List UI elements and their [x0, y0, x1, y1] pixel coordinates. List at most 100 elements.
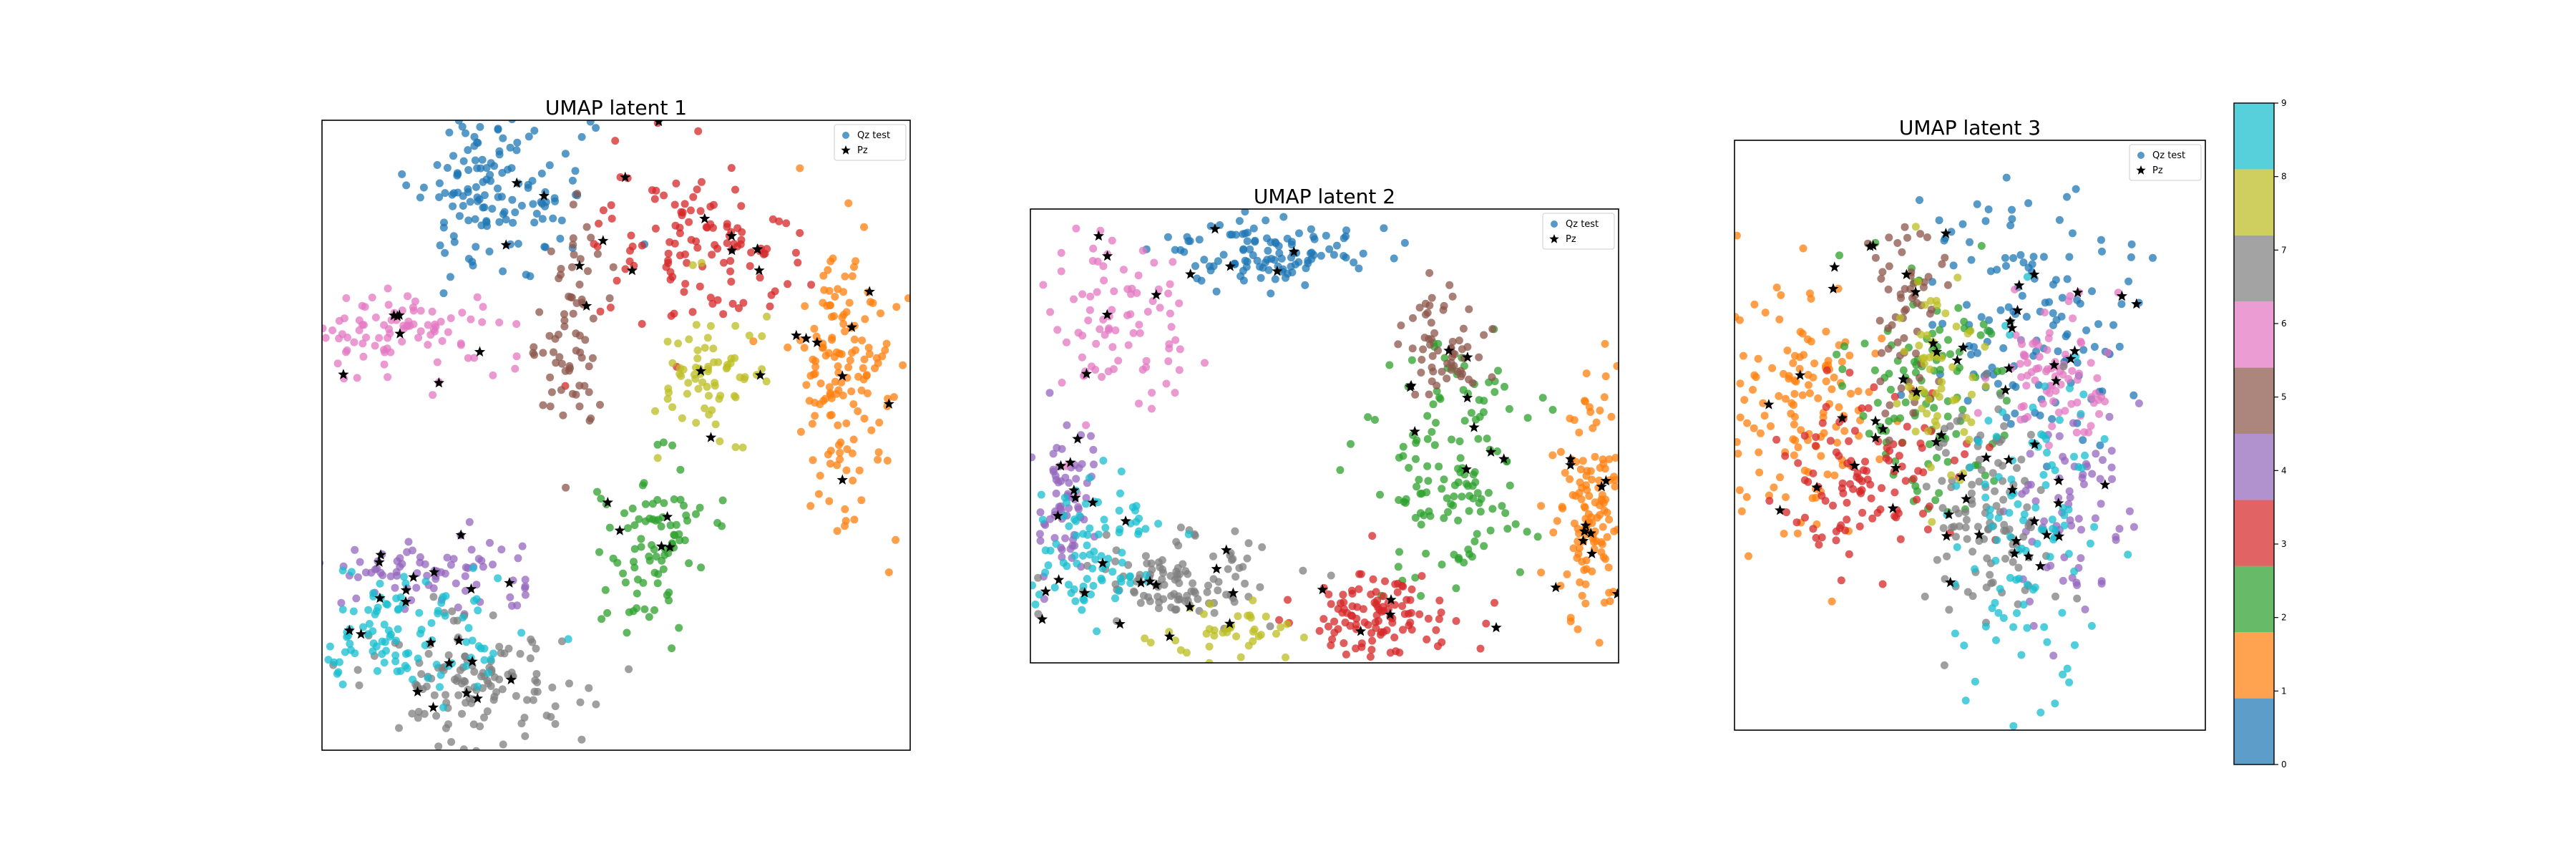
qz-point	[1941, 253, 1949, 262]
pz-point	[1565, 459, 1576, 470]
qz-point	[1893, 399, 1901, 408]
qz-point	[2108, 475, 2116, 483]
qz-point	[1158, 575, 1166, 583]
qz-point	[1967, 489, 1976, 498]
qz-point	[1743, 419, 1752, 427]
qz-point	[1785, 374, 1793, 383]
qz-point	[1086, 292, 1095, 301]
qz-point	[369, 647, 377, 656]
qz-point	[877, 309, 884, 318]
qz-point	[1284, 596, 1292, 604]
qz-point	[396, 554, 404, 563]
qz-point	[1895, 452, 1903, 460]
qz-point	[848, 349, 856, 357]
qz-point	[528, 88, 536, 96]
qz-point	[459, 157, 468, 165]
qz-point	[841, 517, 850, 525]
qz-point	[474, 197, 482, 205]
qz-point	[2002, 262, 2010, 270]
qz-point	[1429, 400, 1438, 409]
qz-point	[680, 200, 689, 208]
qz-point	[396, 593, 405, 601]
qz-point	[1386, 649, 1395, 657]
qz-point	[620, 509, 628, 518]
qz-point	[686, 206, 695, 215]
pz-point	[883, 398, 894, 409]
qz-point	[384, 284, 392, 293]
qz-point	[1057, 248, 1065, 257]
qz-point	[1493, 447, 1501, 455]
qz-point	[1020, 502, 1028, 510]
qz-point	[837, 378, 846, 387]
qz-point	[1231, 230, 1240, 239]
legend-pz-marker	[1549, 234, 1559, 243]
qz-point	[2005, 508, 2014, 517]
qz-point	[1985, 316, 1994, 324]
qz-point	[1201, 359, 1209, 367]
qz-point	[1400, 238, 1409, 247]
qz-point	[1994, 514, 2003, 523]
qz-point	[1327, 600, 1335, 608]
qz-point	[404, 538, 413, 546]
qz-point	[1838, 382, 1846, 390]
pz-point	[1870, 432, 1881, 443]
qz-point	[512, 320, 521, 329]
qz-point	[352, 594, 361, 603]
qz-point	[517, 201, 526, 210]
qz-point	[1195, 236, 1204, 244]
qz-point	[447, 314, 455, 322]
qz-point	[462, 586, 469, 595]
qz-point	[1456, 468, 1465, 477]
qz-point	[587, 233, 595, 242]
qz-point	[1581, 599, 1590, 608]
qz-point	[1090, 460, 1098, 469]
qz-point	[1413, 482, 1421, 491]
qz-point	[1954, 509, 1963, 518]
qz-point	[1156, 563, 1164, 571]
qz-point	[1569, 544, 1578, 553]
pz-point	[753, 264, 765, 276]
pz-points-2	[1036, 223, 1619, 641]
qz-point	[2046, 553, 2054, 561]
qz-point	[528, 638, 537, 646]
qz-point	[1799, 244, 1807, 253]
pz-point	[400, 596, 411, 607]
qz-point	[881, 346, 889, 354]
qz-point	[1991, 556, 2000, 565]
qz-point	[1355, 570, 1364, 578]
qz-point	[1988, 523, 1996, 530]
qz-point	[726, 359, 735, 367]
qz-point	[738, 443, 747, 452]
qz-point	[1428, 351, 1437, 360]
qz-point	[2006, 331, 2014, 339]
qz-point	[1923, 525, 1932, 534]
qz-point	[495, 147, 504, 155]
qz-point	[1754, 354, 1762, 363]
qz-point	[1460, 417, 1469, 425]
qz-point	[2018, 490, 2026, 498]
qz-point	[1455, 336, 1463, 345]
qz-point	[1376, 490, 1384, 499]
qz-point	[1274, 242, 1283, 251]
qz-point	[2098, 247, 2106, 256]
qz-point	[698, 178, 706, 186]
qz-point	[733, 224, 742, 233]
qz-point	[1249, 251, 1257, 259]
pz-point	[1890, 462, 1902, 473]
qz-point	[561, 150, 570, 158]
qz-point	[684, 379, 693, 387]
qz-point	[1393, 588, 1402, 596]
axes-frame-3	[1734, 140, 2206, 731]
qz-point	[1736, 379, 1745, 388]
qz-point	[500, 649, 509, 658]
pz-point	[1468, 422, 1480, 432]
qz-point	[1325, 245, 1334, 253]
qz-point	[1985, 443, 1994, 452]
qz-point	[1409, 314, 1417, 322]
qz-point	[676, 465, 685, 474]
pz-point	[2009, 548, 2020, 558]
qz-point	[1079, 530, 1088, 538]
qz-point	[1960, 641, 1968, 650]
qz-point	[2061, 407, 2069, 415]
qz-point	[1809, 373, 1818, 382]
